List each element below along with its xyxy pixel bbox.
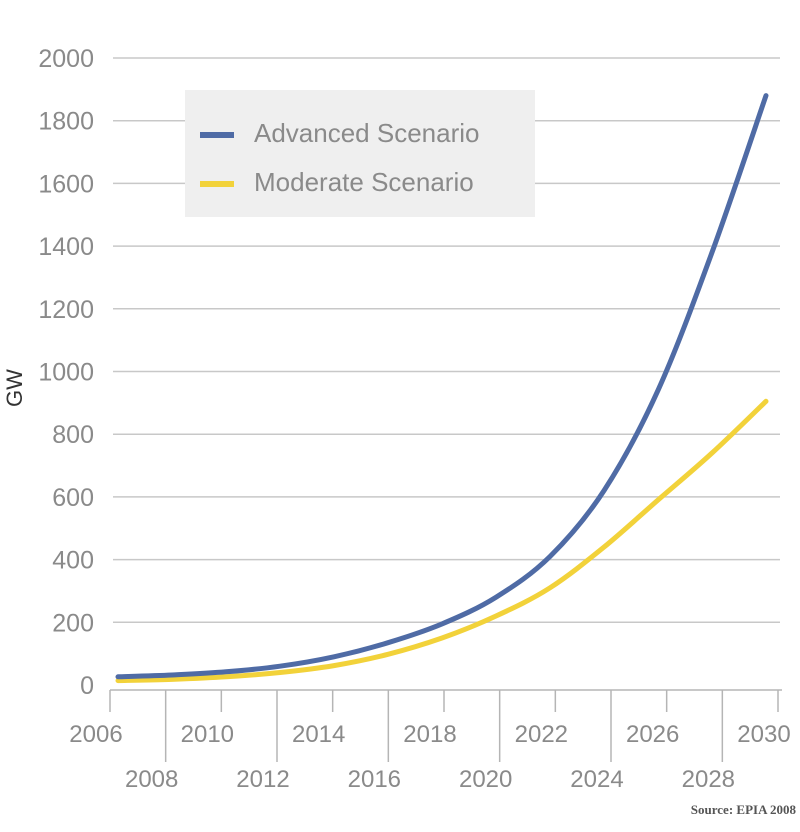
x-tick-label: 2006 [69, 721, 122, 748]
y-tick-label: 1000 [38, 359, 94, 387]
x-tick-label: 2014 [292, 721, 345, 748]
y-axis-title: GW [2, 369, 27, 407]
y-tick-label: 1200 [38, 296, 94, 324]
x-tick-label: 2018 [403, 721, 456, 748]
y-axis-ticks: 0 200 400 600 800 1000 1200 1400 1600 1800 2000 [38, 45, 94, 700]
x-axis-ticks: 2006 2010 2014 2018 2022 2026 2030 2008 2012 2016… [69, 721, 790, 793]
x-axis [109, 689, 782, 762]
x-tick-label: 2010 [181, 721, 234, 748]
legend-label-advanced: Advanced Scenario [254, 118, 479, 148]
x-tick-label: 2020 [459, 766, 512, 793]
y-tick-label: 0 [80, 672, 94, 700]
y-tick-label: 400 [52, 547, 94, 575]
legend-label-moderate: Moderate Scenario [254, 167, 474, 197]
x-tick-label: 2026 [626, 721, 679, 748]
x-tick-label: 2028 [682, 766, 735, 793]
x-tick-label: 2016 [348, 766, 401, 793]
series-lines [115, 93, 769, 684]
legend: Advanced Scenario Moderate Scenario [185, 90, 535, 217]
x-tick-label: 2008 [125, 766, 178, 793]
series-line-moderate [115, 398, 769, 684]
legend-box [185, 90, 535, 217]
y-tick-label: 2000 [38, 45, 94, 73]
y-tick-label: 200 [52, 609, 94, 637]
y-tick-label: 1600 [38, 170, 94, 198]
x-tick-label: 2012 [236, 766, 289, 793]
x-tick-label: 2030 [737, 721, 790, 748]
x-tick-label: 2024 [570, 766, 623, 793]
y-tick-label: 1800 [38, 108, 94, 136]
y-tick-label: 600 [52, 484, 94, 512]
x-tick-label: 2022 [515, 721, 568, 748]
y-tick-label: 800 [52, 421, 94, 449]
y-tick-label: 1400 [38, 233, 94, 261]
series-line-advanced [115, 93, 769, 680]
source-note: Source: EPIA 2008 [691, 802, 797, 817]
